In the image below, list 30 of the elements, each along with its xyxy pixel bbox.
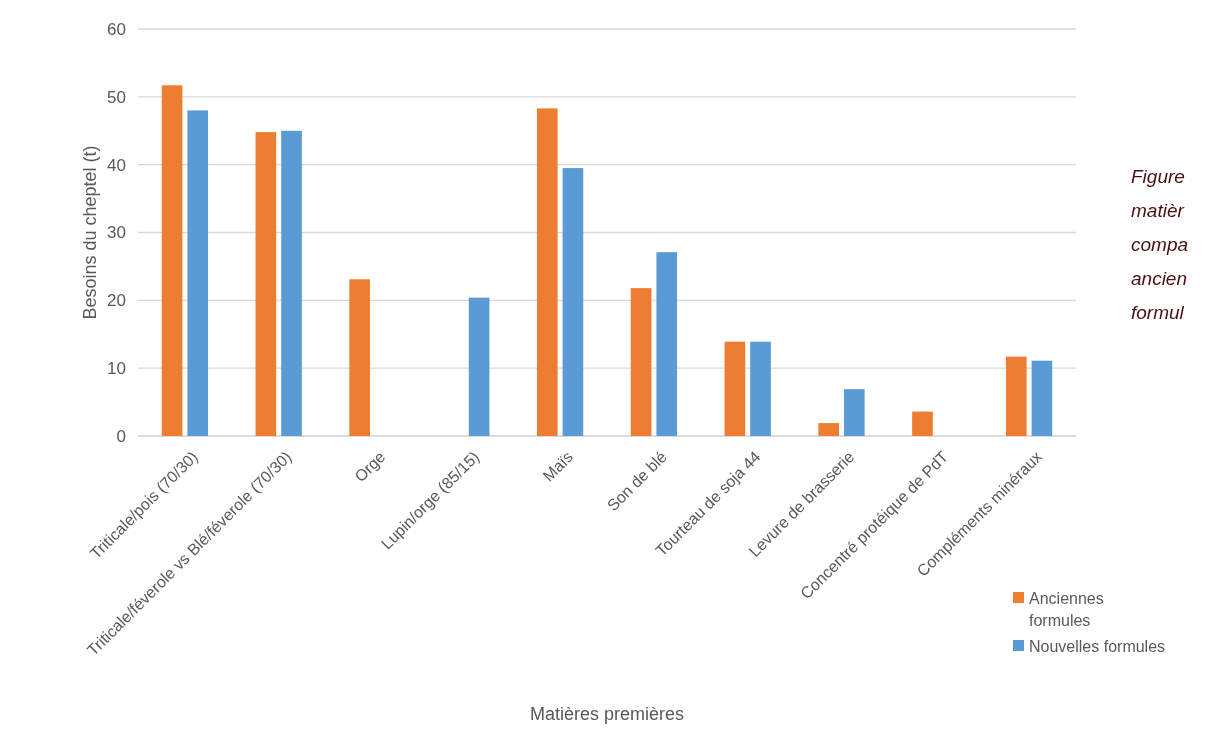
y-tick-label: 60	[107, 19, 126, 39]
bar	[912, 411, 933, 436]
bar	[255, 132, 277, 436]
y-tick-label: 0	[116, 426, 126, 446]
y-axis-title: Besoins du cheptel (t)	[80, 145, 100, 320]
x-tick-label: Son de blé	[603, 447, 671, 515]
bar	[281, 130, 302, 436]
bar	[1005, 356, 1027, 436]
legend-label: Nouvelles formules	[1029, 638, 1166, 655]
x-axis-title: Matières premières	[529, 704, 685, 724]
bar	[1031, 360, 1053, 436]
bar	[750, 341, 771, 436]
y-tick-label: 20	[107, 291, 126, 311]
bar	[724, 341, 746, 436]
bar	[656, 252, 678, 436]
bar	[536, 108, 558, 436]
text: Figure matièr compa ancien formul	[1131, 166, 1189, 323]
y-tick-label: 50	[107, 87, 126, 107]
y-tick-label: 40	[107, 155, 126, 175]
bar	[562, 168, 584, 436]
bar	[468, 297, 490, 436]
legend-label: Anciennes formules	[1029, 590, 1104, 629]
bar	[844, 389, 865, 436]
bar	[349, 279, 370, 436]
bar	[161, 85, 183, 436]
bar	[187, 110, 209, 436]
bar	[818, 423, 839, 436]
bar	[630, 288, 652, 436]
y-tick-label: 10	[107, 359, 126, 379]
y-tick-label: 30	[107, 223, 126, 243]
